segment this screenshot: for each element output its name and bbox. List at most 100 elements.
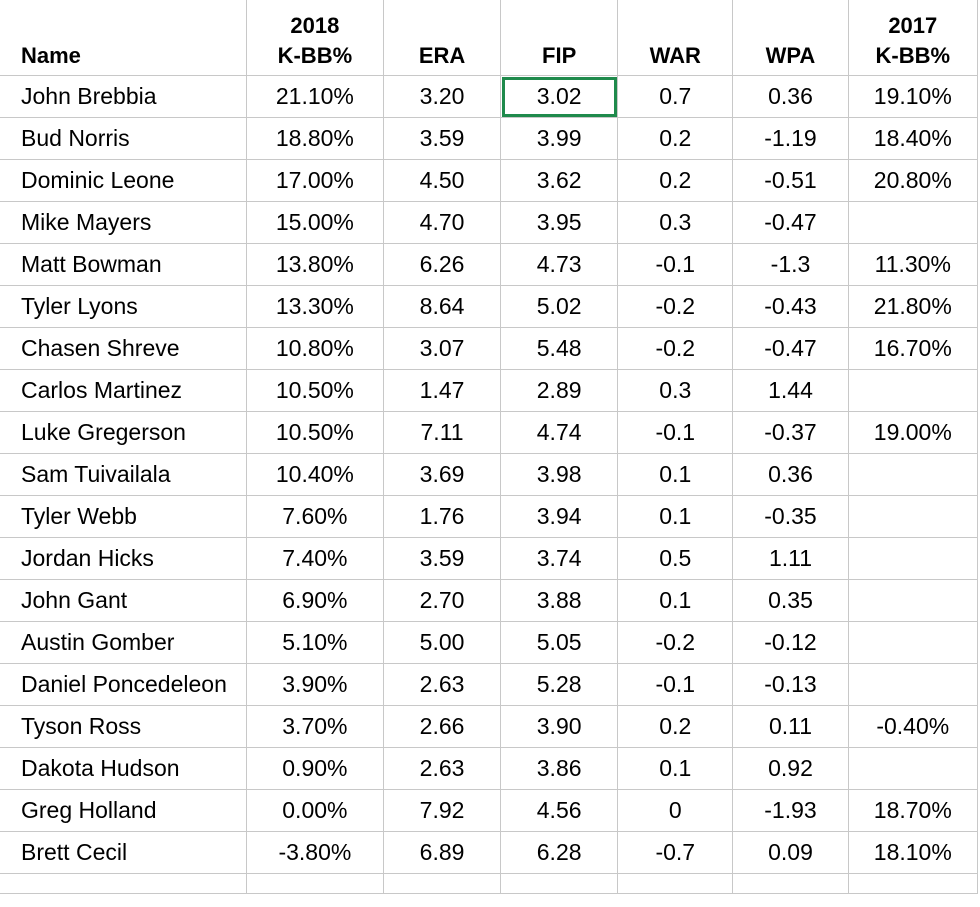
cell-wpa[interactable]: 1.11 (732, 537, 849, 580)
cell-wpa[interactable]: -0.43 (732, 285, 849, 328)
cell-era[interactable]: 6.89 (382, 831, 502, 874)
cell-2018-k-bb[interactable]: 5.10% (245, 621, 385, 664)
cell-name[interactable]: Mike Mayers (0, 201, 247, 244)
cell-fip[interactable]: 5.02 (500, 285, 619, 328)
cell-2017-k-bb[interactable]: 21.80% (847, 285, 979, 328)
empty-cell[interactable] (245, 873, 385, 894)
cell-era[interactable]: 4.50 (382, 159, 502, 202)
cell-2018-k-bb[interactable]: 13.30% (245, 285, 385, 328)
cell-2018-k-bb[interactable]: 10.50% (245, 411, 385, 454)
cell-war[interactable]: -0.7 (617, 831, 734, 874)
cell-2018-k-bb[interactable]: -3.80% (245, 831, 385, 874)
cell-2017-k-bb[interactable]: 16.70% (847, 327, 979, 370)
cell-name[interactable]: Jordan Hicks (0, 537, 247, 580)
cell-fip[interactable]: 5.48 (500, 327, 619, 370)
cell-name[interactable]: Brett Cecil (0, 831, 247, 874)
cell-2017-k-bb[interactable]: 20.80% (847, 159, 979, 202)
cell-fip[interactable]: 4.73 (500, 243, 619, 286)
header-wpa[interactable]: WPA (732, 0, 849, 76)
header-2018-k-bb[interactable]: 2018 K-BB% (245, 0, 385, 76)
cell-fip[interactable]: 2.89 (500, 369, 619, 412)
cell-2018-k-bb[interactable]: 3.70% (245, 705, 385, 748)
cell-name[interactable]: Tyler Lyons (0, 285, 247, 328)
header-war[interactable]: WAR (617, 0, 734, 76)
cell-fip[interactable]: 4.56 (500, 789, 619, 832)
cell-wpa[interactable]: -1.3 (732, 243, 849, 286)
cell-2018-k-bb[interactable]: 10.50% (245, 369, 385, 412)
cell-wpa[interactable]: -0.51 (732, 159, 849, 202)
cell-wpa[interactable]: -0.12 (732, 621, 849, 664)
cell-2018-k-bb[interactable]: 17.00% (245, 159, 385, 202)
cell-era[interactable]: 1.47 (382, 369, 502, 412)
empty-cell[interactable] (0, 873, 247, 894)
cell-2018-k-bb[interactable]: 0.90% (245, 747, 385, 790)
cell-era[interactable]: 2.63 (382, 663, 502, 706)
header-fip[interactable]: FIP (500, 0, 619, 76)
cell-2018-k-bb[interactable]: 13.80% (245, 243, 385, 286)
cell-name[interactable]: Sam Tuivailala (0, 453, 247, 496)
cell-2017-k-bb[interactable]: 19.00% (847, 411, 979, 454)
cell-name[interactable]: Luke Gregerson (0, 411, 247, 454)
cell-2018-k-bb[interactable]: 3.90% (245, 663, 385, 706)
cell-2018-k-bb[interactable]: 0.00% (245, 789, 385, 832)
empty-cell[interactable] (617, 873, 734, 894)
cell-fip[interactable]: 5.28 (500, 663, 619, 706)
cell-2017-k-bb[interactable] (847, 369, 979, 412)
cell-wpa[interactable]: -1.93 (732, 789, 849, 832)
cell-name[interactable]: Tyson Ross (0, 705, 247, 748)
cell-name[interactable]: Bud Norris (0, 117, 247, 160)
cell-wpa[interactable]: 0.92 (732, 747, 849, 790)
cell-fip[interactable]: 5.05 (500, 621, 619, 664)
cell-wpa[interactable]: 0.35 (732, 579, 849, 622)
cell-war[interactable]: -0.1 (617, 411, 734, 454)
cell-fip[interactable]: 3.88 (500, 579, 619, 622)
cell-war[interactable]: 0.1 (617, 495, 734, 538)
cell-fip[interactable]: 3.94 (500, 495, 619, 538)
cell-2017-k-bb[interactable] (847, 201, 979, 244)
cell-era[interactable]: 3.59 (382, 537, 502, 580)
cell-2017-k-bb[interactable] (847, 663, 979, 706)
cell-2017-k-bb[interactable] (847, 579, 979, 622)
cell-name[interactable]: Dominic Leone (0, 159, 247, 202)
cell-name[interactable]: Chasen Shreve (0, 327, 247, 370)
cell-name[interactable]: John Gant (0, 579, 247, 622)
cell-2017-k-bb[interactable] (847, 495, 979, 538)
cell-war[interactable]: 0.3 (617, 369, 734, 412)
cell-wpa[interactable]: 0.11 (732, 705, 849, 748)
cell-era[interactable]: 3.69 (382, 453, 502, 496)
cell-era[interactable]: 2.66 (382, 705, 502, 748)
cell-war[interactable]: 0.5 (617, 537, 734, 580)
cell-2018-k-bb[interactable]: 10.40% (245, 453, 385, 496)
cell-name[interactable]: Dakota Hudson (0, 747, 247, 790)
cell-name[interactable]: Daniel Poncedeleon (0, 663, 247, 706)
cell-name[interactable]: John Brebbia (0, 75, 247, 118)
cell-fip[interactable]: 6.28 (500, 831, 619, 874)
cell-2018-k-bb[interactable]: 6.90% (245, 579, 385, 622)
cell-era[interactable]: 6.26 (382, 243, 502, 286)
cell-wpa[interactable]: -0.13 (732, 663, 849, 706)
cell-2017-k-bb[interactable]: 18.70% (847, 789, 979, 832)
cell-wpa[interactable]: -1.19 (732, 117, 849, 160)
cell-2017-k-bb[interactable]: 18.10% (847, 831, 979, 874)
cell-war[interactable]: 0.2 (617, 159, 734, 202)
cell-fip[interactable]: 3.74 (500, 537, 619, 580)
cell-name[interactable]: Matt Bowman (0, 243, 247, 286)
cell-era[interactable]: 2.70 (382, 579, 502, 622)
cell-era[interactable]: 1.76 (382, 495, 502, 538)
cell-name[interactable]: Carlos Martinez (0, 369, 247, 412)
cell-wpa[interactable]: -0.47 (732, 327, 849, 370)
cell-war[interactable]: -0.2 (617, 621, 734, 664)
cell-2017-k-bb[interactable] (847, 453, 979, 496)
cell-era[interactable]: 4.70 (382, 201, 502, 244)
cell-era[interactable]: 8.64 (382, 285, 502, 328)
cell-fip[interactable]: 3.98 (500, 453, 619, 496)
cell-wpa[interactable]: -0.35 (732, 495, 849, 538)
cell-fip[interactable]: 3.62 (500, 159, 619, 202)
cell-2017-k-bb[interactable]: 11.30% (847, 243, 979, 286)
cell-era[interactable]: 3.07 (382, 327, 502, 370)
cell-war[interactable]: 0 (617, 789, 734, 832)
cell-war[interactable]: 0.1 (617, 453, 734, 496)
cell-2017-k-bb[interactable]: 18.40% (847, 117, 979, 160)
cell-wpa[interactable]: -0.37 (732, 411, 849, 454)
cell-war[interactable]: 0.3 (617, 201, 734, 244)
